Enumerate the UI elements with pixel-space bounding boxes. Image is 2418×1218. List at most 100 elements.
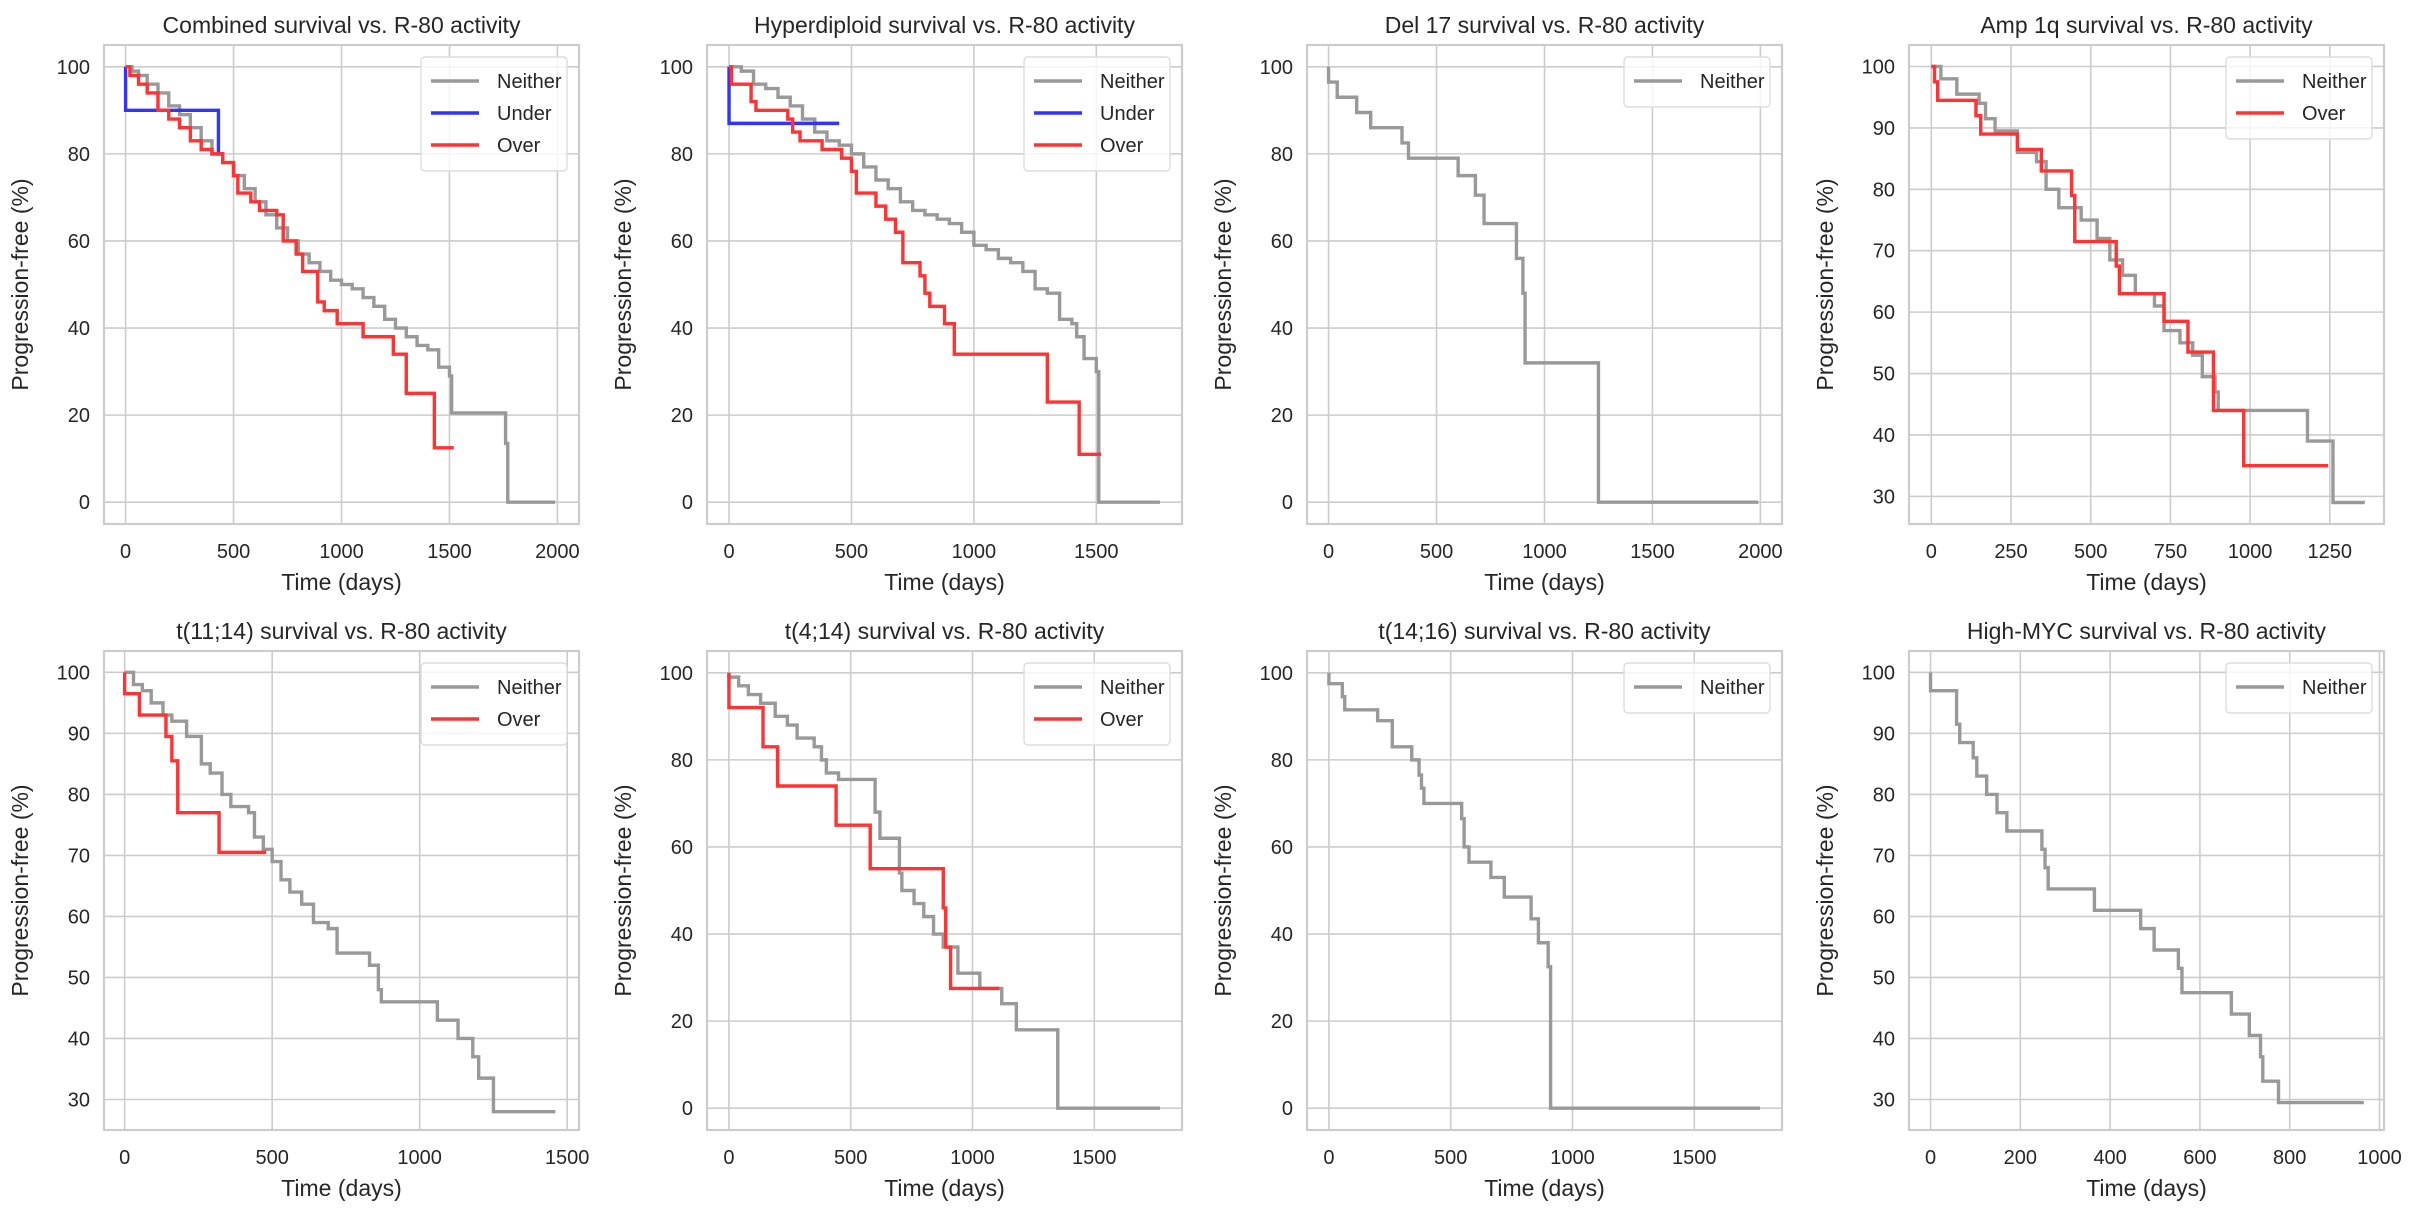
- x-tick-label: 500: [834, 1147, 867, 1169]
- y-tick-label: 100: [1260, 57, 1293, 79]
- legend-label-over: Over: [1100, 709, 1144, 731]
- y-tick-label: 40: [1271, 924, 1293, 946]
- y-tick-label: 90: [1873, 723, 1895, 745]
- x-axis-label: Time (days): [1484, 1175, 1605, 1201]
- x-tick-label: 2000: [535, 541, 580, 563]
- x-tick-label: 1000: [950, 1147, 995, 1169]
- legend-label-neither: Neither: [1700, 71, 1765, 93]
- y-tick-label: 20: [671, 405, 693, 427]
- legend-box: [2225, 56, 2373, 140]
- y-tick-label: 40: [671, 924, 693, 946]
- x-tick-label: 1500: [1672, 1147, 1717, 1169]
- x-tick-label: 0: [723, 541, 734, 563]
- y-tick-label: 80: [1873, 179, 1895, 201]
- y-tick-label: 80: [671, 144, 693, 166]
- y-tick-label: 60: [68, 906, 90, 928]
- series-over-line: [727, 672, 1000, 991]
- y-tick-label: 60: [1271, 837, 1293, 859]
- legend-label-over: Over: [2302, 103, 2346, 125]
- legend: Neither Over: [1023, 662, 1171, 746]
- x-tick-label: 1250: [2308, 541, 2353, 563]
- x-axis-label: Time (days): [2086, 1175, 2207, 1201]
- y-tick-label: 60: [1873, 906, 1895, 928]
- y-tick-label: 60: [1271, 231, 1293, 253]
- x-tick-label: 1000: [1522, 541, 1567, 563]
- y-tick-label: 100: [1862, 662, 1895, 684]
- legend-box: [420, 662, 568, 746]
- legend-box: [1623, 662, 1771, 714]
- legend-label-neither: Neither: [1100, 677, 1165, 699]
- y-tick-label: 20: [671, 1011, 693, 1033]
- series-over-line: [125, 65, 454, 450]
- x-tick-label: 1500: [1074, 541, 1119, 563]
- subplot-6: 0 500 1000 1500 0 20 40 60 80 100 t(4;14) survival…: [610, 618, 1184, 1201]
- y-tick-label: 0: [682, 1098, 693, 1120]
- y-axis-label: Progression-free (%): [7, 784, 33, 996]
- subplot-title: t(14;16) survival vs. R-80 activity: [1378, 618, 1711, 644]
- subplot-2: 0 500 1000 1500 0 20 40 60 80 100 Hyperdiploid sur…: [610, 12, 1184, 595]
- y-tick-label: 30: [1873, 1089, 1895, 1111]
- x-tick-label: 1000: [952, 541, 997, 563]
- subplot-title: Del 17 survival vs. R-80 activity: [1385, 12, 1705, 38]
- y-tick-label: 100: [1862, 56, 1895, 78]
- x-axis-label: Time (days): [1484, 569, 1605, 595]
- y-tick-label: 0: [682, 492, 693, 514]
- y-axis-label: Progression-free (%): [610, 178, 636, 390]
- x-tick-label: 0: [1925, 1147, 1936, 1169]
- subplot-title: Hyperdiploid survival vs. R-80 activity: [754, 12, 1135, 38]
- axes-frame: [1907, 649, 2386, 1132]
- legend: Neither Under Over: [420, 56, 568, 172]
- x-tick-label: 0: [120, 541, 131, 563]
- x-tick-label: 400: [2093, 1147, 2126, 1169]
- y-axis-label: Progression-free (%): [1210, 784, 1236, 996]
- x-axis-label: Time (days): [281, 1175, 402, 1201]
- y-tick-label: 0: [1282, 492, 1293, 514]
- y-tick-label: 60: [1873, 302, 1895, 324]
- subplot-4: 0 250 500 750 1000 1250 30 40 50 60 70 80 90 100 Amp 1…: [1812, 12, 2386, 595]
- x-tick-label: 1500: [1630, 541, 1675, 563]
- x-tick-label: 500: [2074, 541, 2107, 563]
- series-neither-line: [1327, 672, 1761, 1110]
- y-tick-label: 50: [1873, 967, 1895, 989]
- y-tick-label: 30: [1873, 486, 1895, 508]
- legend-label-neither: Neither: [2302, 71, 2367, 93]
- subplot-3: 0 500 1000 1500 2000 0 20 40 60 80 100 Del 17 survi…: [1210, 12, 1784, 595]
- legend-label-neither: Neither: [1700, 677, 1765, 699]
- y-tick-label: 80: [68, 144, 90, 166]
- x-axis-label: Time (days): [2086, 569, 2207, 595]
- y-tick-label: 20: [1271, 405, 1293, 427]
- axes-frame: [102, 649, 581, 1132]
- y-tick-label: 100: [57, 662, 90, 684]
- x-tick-label: 0: [119, 1147, 130, 1169]
- subplot-title: High-MYC survival vs. R-80 activity: [1967, 618, 2327, 644]
- y-axis-label: Progression-free (%): [1210, 178, 1236, 390]
- legend-box: [2225, 662, 2373, 714]
- y-tick-label: 100: [660, 663, 693, 685]
- legend-label-neither: Neither: [497, 71, 562, 93]
- x-tick-label: 1000: [2357, 1147, 2402, 1169]
- legend-label-neither: Neither: [1100, 71, 1165, 93]
- y-axis-label: Progression-free (%): [7, 178, 33, 390]
- y-tick-label: 80: [68, 784, 90, 806]
- y-tick-label: 60: [671, 231, 693, 253]
- series-neither-line: [729, 65, 1160, 504]
- legend-label-under: Under: [1100, 103, 1155, 125]
- y-tick-label: 20: [1271, 1011, 1293, 1033]
- series-neither-line: [727, 672, 1161, 1110]
- y-tick-label: 20: [68, 405, 90, 427]
- series-neither-line: [124, 670, 556, 1114]
- y-tick-label: 70: [68, 845, 90, 867]
- legend-label-neither: Neither: [2302, 677, 2367, 699]
- y-tick-label: 40: [671, 318, 693, 340]
- legend: Neither: [2225, 662, 2373, 714]
- y-tick-label: 80: [671, 750, 693, 772]
- series-neither-line: [1928, 672, 2364, 1105]
- y-tick-label: 0: [1282, 1098, 1293, 1120]
- y-tick-label: 100: [1260, 663, 1293, 685]
- series-over-line: [729, 65, 1102, 457]
- x-tick-label: 500: [1434, 1147, 1467, 1169]
- y-tick-label: 90: [68, 723, 90, 745]
- x-tick-label: 250: [1994, 541, 2027, 563]
- y-axis-label: Progression-free (%): [1812, 178, 1838, 390]
- axes-frame: [102, 43, 581, 526]
